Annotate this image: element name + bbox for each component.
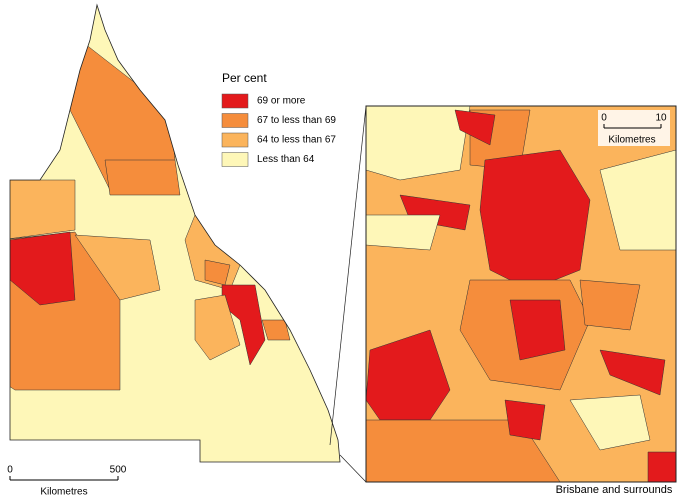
inset-scale-label: 0 [601,113,607,124]
inset-regions [366,106,676,482]
legend-label: 69 or more [257,96,306,107]
connector [339,454,367,483]
region [579,279,641,331]
region [366,106,471,181]
region [647,451,676,482]
region [366,214,441,251]
region [504,399,546,441]
connector [329,105,367,446]
legend-swatch [221,113,249,128]
region [261,319,291,341]
region [599,349,666,396]
scale-label: 0 [7,465,13,476]
legend-label: Less than 64 [257,154,315,165]
legend-swatch [221,132,249,148]
region [194,294,241,361]
region [569,394,651,451]
region [599,149,676,251]
inset-scale-unit: Kilometres [608,135,655,146]
region [454,109,496,146]
scale-unit: Kilometres [40,487,87,498]
legend-swatch [221,93,249,109]
scale-label: 500 [110,465,127,476]
inset-caption: Brisbane and surrounds [556,484,673,496]
region [74,234,161,301]
legend-swatch [221,152,249,167]
inset-scale-label: 10 [655,113,667,124]
legend-label: 67 to less than 69 [257,115,336,126]
legend-label: 64 to less than 67 [257,135,336,146]
queensland-regions [10,5,340,462]
region [10,231,76,306]
legend-title: Per cent [222,71,267,85]
region [104,159,181,196]
legend: 69 or more 67 to less than 69 64 to less t… [221,93,336,167]
region [509,299,566,361]
inset-frame [365,105,677,483]
region [10,179,76,241]
